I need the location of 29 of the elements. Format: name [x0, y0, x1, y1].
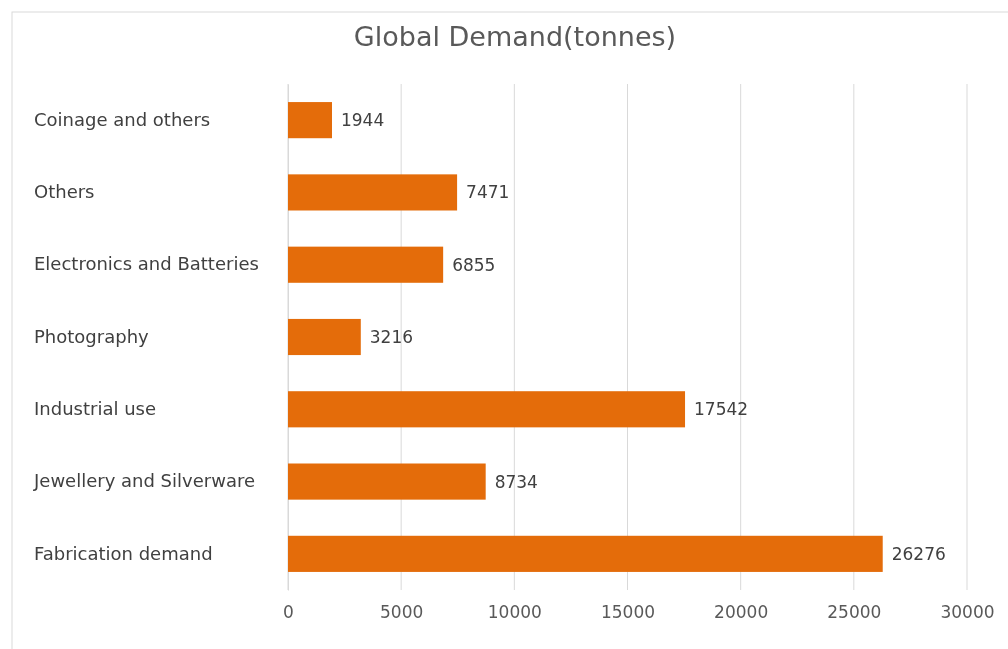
x-tick-label: 30000: [940, 602, 995, 623]
y-tick-label: Electronics and Batteries: [34, 253, 259, 275]
data-label: 26276: [891, 543, 946, 564]
x-tick-label: 25000: [827, 602, 882, 623]
bar: [288, 391, 686, 428]
y-tick-label: Coinage and others: [34, 108, 211, 130]
data-label: 7471: [466, 182, 510, 203]
data-label: 17542: [694, 399, 749, 420]
x-tick-label: 5000: [380, 602, 424, 623]
y-tick-label: Jewellery and Silverware: [33, 470, 256, 492]
bar: [288, 535, 883, 572]
data-label: 3216: [369, 326, 414, 347]
x-tick-label: 0: [283, 602, 294, 623]
data-label: 8734: [494, 471, 538, 492]
y-tick-label: Photography: [34, 325, 150, 347]
data-label: 1944: [341, 110, 385, 131]
y-tick-label: Others: [34, 181, 95, 203]
bar: [288, 174, 458, 211]
bar: [288, 463, 486, 500]
y-tick-label: Fabrication demand: [34, 542, 213, 564]
x-tick-label: 15000: [600, 602, 656, 623]
x-tick-label: 20000: [714, 602, 769, 623]
data-label: 6855: [452, 254, 496, 275]
bar: [288, 246, 444, 283]
bar: [288, 102, 332, 139]
bar: [288, 318, 361, 356]
y-tick-label: Industrial use: [34, 398, 157, 420]
x-tick-label: 10000: [487, 602, 542, 623]
chart-title: Global Demand(tonnes): [353, 21, 677, 52]
